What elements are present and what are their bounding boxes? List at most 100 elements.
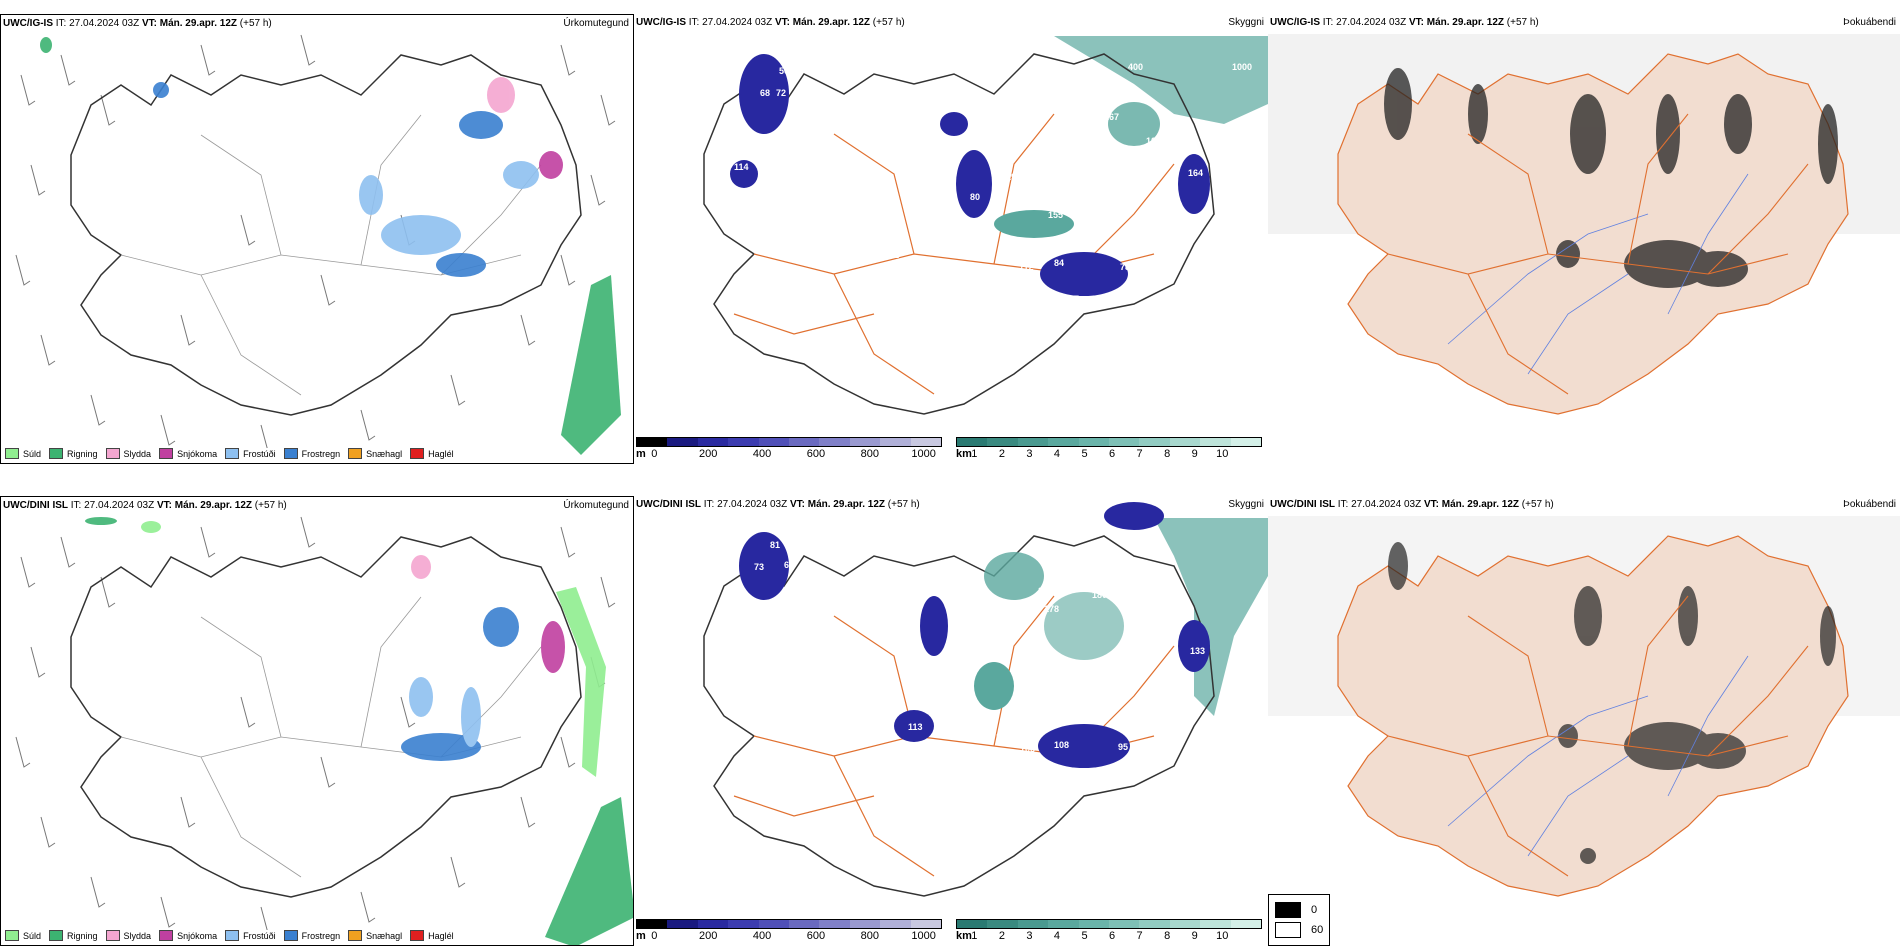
legend-item: Súld: [5, 930, 41, 941]
legend-label: Snæhagl: [366, 930, 403, 941]
vis-value-label: 133: [1190, 646, 1206, 656]
vis-value-label: 151: [884, 250, 900, 260]
panel-header: UWC/IG-IS IT: 27.04.2024 03Z VT: Mán. 29…: [636, 17, 905, 28]
precip-map: [15, 516, 633, 945]
colorbar-tick: 9: [1191, 448, 1198, 460]
legend-label: Frostregn: [301, 930, 341, 941]
panel-header: UWC/IG-IS IT: 27.04.2024 03Z VT: Mán. 29…: [1270, 17, 1539, 28]
vis-value-label: 113: [908, 722, 923, 732]
panel-title: Skyggni: [1228, 17, 1264, 28]
iceland-landmass: [1337, 535, 1849, 897]
legend-item: Frostregn: [283, 930, 341, 941]
legend-item: Rigning: [49, 930, 98, 941]
vis-value-label: 178: [1044, 604, 1060, 614]
colorbar-tick: 600: [806, 448, 826, 460]
legend-item: Frostúði: [225, 448, 276, 459]
visibility-panel-bottom: UWC/DINI ISL IT: 27.04.2024 03Z VT: Mán.…: [634, 496, 1268, 946]
colorbar-tick: 3: [1026, 930, 1033, 942]
legend-item: Slydda: [105, 448, 151, 459]
legend-swatch: [283, 930, 298, 941]
vis-value-label: 18: [1124, 580, 1135, 590]
vis-value-label: 108: [1054, 740, 1070, 750]
legend-swatch: [410, 930, 425, 941]
legend-label: Súld: [23, 448, 42, 459]
legend-item: Slydda: [105, 930, 151, 941]
vis-value-label: 114: [734, 162, 749, 172]
colorbar-tick: 6: [1108, 930, 1116, 942]
colorbar-tick: 0: [651, 930, 658, 942]
vis-value-label: 135: [1128, 624, 1144, 634]
precip-panel-top: UWC/IG-IS IT: 27.04.2024 03Z VT: Mán. 29…: [0, 14, 634, 464]
visibility-map: [703, 36, 1268, 415]
legend-label: Frostregn: [301, 448, 341, 459]
colorbar-tick: 0: [651, 448, 658, 460]
legend-swatch: [348, 930, 363, 941]
colorbar-tick: 400: [752, 930, 772, 942]
legend-item: Haglél: [410, 930, 454, 941]
vis-value-label: 95: [1118, 742, 1129, 752]
road-network: [733, 595, 1175, 877]
legend-item: Snæhagl: [348, 930, 402, 941]
panel-header: UWC/IG-IS IT: 27.04.2024 03Z VT: Mán. 29…: [3, 18, 272, 29]
panel-title: Úrkomutegund: [563, 18, 629, 29]
legend-swatch: [283, 448, 298, 459]
legend-swatch: [5, 930, 19, 941]
colorbar-meters: m 0 200 400 600 800 1000: [636, 919, 942, 943]
legend-swatch: [348, 448, 363, 459]
colorbar-tick: 4: [1053, 930, 1061, 942]
colorbar-unit: km: [956, 930, 972, 942]
iceland-landmass: [1337, 53, 1849, 415]
colorbar-tick: 5: [1081, 448, 1088, 460]
panel-header: UWC/DINI ISL IT: 27.04.2024 03Z VT: Mán.…: [636, 499, 920, 510]
colorbar-tick: 7: [1136, 448, 1143, 460]
colorbar-km: km 1 2 3 4 5 6 7 8 9 10: [956, 437, 1262, 461]
fog-panel-bottom: UWC/DINI ISL IT: 27.04.2024 03Z VT: Mán.…: [1268, 496, 1900, 946]
vis-value-label: 257: [1064, 294, 1080, 304]
iceland-outline: [70, 536, 582, 898]
colorbar-tick: 9: [1191, 930, 1198, 942]
legend-label: Frostúði: [243, 448, 276, 459]
visibility-map: [703, 502, 1268, 897]
precip-legend: Súld Rigning Slydda Snjókoma Frostúði Frostre…: [5, 448, 454, 459]
vis-value-label: 78: [1120, 262, 1131, 272]
vis-value-label: 22: [996, 732, 1007, 742]
precip-legend: Súld Rigning Slydda Snjókoma Frostúði Frostre…: [5, 930, 454, 941]
vis-value-label: 276: [1038, 586, 1054, 596]
legend-item: Súld: [5, 448, 41, 459]
road-network: [120, 596, 542, 878]
legend-item: Snjókoma: [159, 930, 217, 941]
colorbar-tick: 200: [699, 448, 718, 460]
colorbar-tick: 10: [1216, 930, 1229, 942]
legend-label: Snjókoma: [177, 448, 218, 459]
vis-value-label: 80: [970, 192, 981, 202]
legend-swatch: [49, 448, 64, 459]
vis-value-label: 50: [779, 66, 790, 76]
vis-value-label: 60: [784, 560, 795, 570]
fog-legend-row: 0: [1275, 900, 1323, 920]
vis-value-label: 13: [946, 242, 957, 252]
legend-swatch: [225, 448, 240, 459]
colorbar-tick: 7: [1136, 930, 1143, 942]
vis-value-label: 73: [754, 562, 765, 572]
colorbar-tick: 400: [752, 448, 772, 460]
vis-value-label: 68: [760, 88, 771, 98]
visibility-areas: [739, 502, 1210, 768]
fog-legend-row: 60: [1275, 920, 1323, 940]
legend-swatch: [159, 930, 174, 941]
fog-legend: 0 60: [1268, 894, 1331, 946]
colorbar-meters: m 0 200 400 600 800 1000: [636, 437, 942, 461]
vis-value-label: 72: [776, 88, 787, 98]
legend-swatch: [225, 930, 240, 941]
vis-value-label: 186: [1086, 62, 1102, 72]
colorbar-unit: km: [956, 448, 972, 460]
panel-header: UWC/DINI ISL IT: 27.04.2024 03Z VT: Mán.…: [3, 500, 287, 511]
wind-barbs: [15, 516, 616, 938]
colorbar-tick: 8: [1164, 930, 1171, 942]
fog-map: [1268, 34, 1900, 415]
colorbar-tick: 1: [971, 448, 978, 460]
vis-value-label: 105: [1146, 136, 1162, 146]
panel-header: UWC/DINI ISL IT: 27.04.2024 03Z VT: Mán.…: [1270, 499, 1554, 510]
legend-swatch: [410, 448, 425, 459]
colorbar-tick: 800: [860, 930, 879, 942]
legend-label: Frostúði: [243, 930, 276, 941]
